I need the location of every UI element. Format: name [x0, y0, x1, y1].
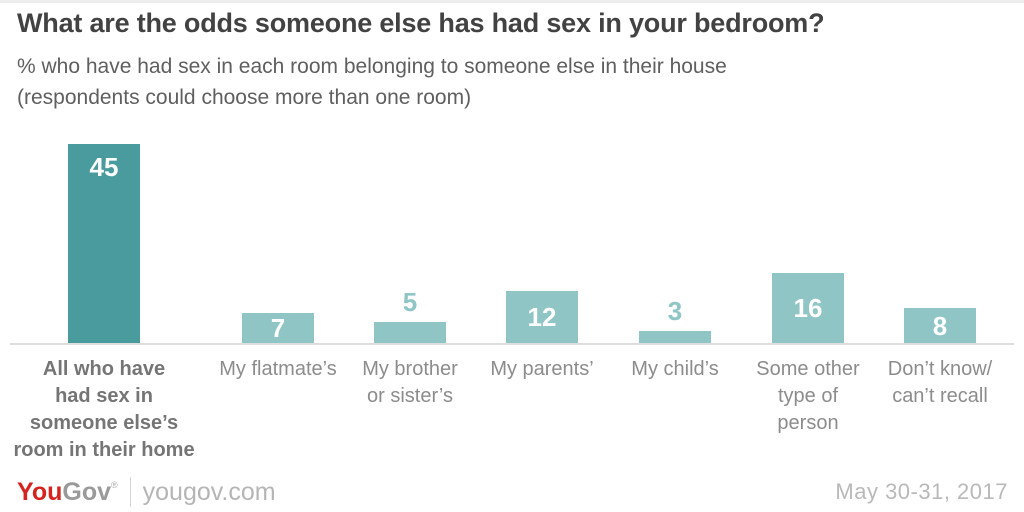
bar: [639, 331, 711, 344]
bar-value-label: 12: [527, 302, 557, 332]
bar-category-label: Don’t know/ can’t recall: [887, 358, 993, 407]
bar-value-label: 5: [402, 287, 418, 317]
x-axis-line: [10, 343, 1014, 345]
footer: You Gov ® yougov.com May 30-31, 2017: [17, 473, 1008, 511]
footer-date: May 30-31, 2017: [835, 479, 1008, 504]
logo-gov-text: Gov: [62, 477, 111, 506]
bar: [904, 308, 976, 344]
chart-subtitle: % who have had sex in each room belongin…: [17, 55, 727, 109]
bar: [242, 313, 314, 344]
registered-mark-icon: ®: [111, 479, 118, 490]
bar-category-label: All who have had sex in someone else’s r…: [13, 358, 195, 461]
bar-category-label: My brother or sister’s: [362, 358, 458, 407]
yougov-logo: You Gov ®: [17, 478, 118, 507]
bar-value-label: 8: [932, 310, 948, 341]
bar: [772, 273, 844, 344]
bar-category-label: My parents’: [490, 358, 594, 380]
bar-value-label: 45: [89, 152, 119, 182]
bar-category-label: Some other type of person: [756, 358, 860, 434]
logo-you-text: You: [17, 477, 63, 506]
bar-value-label: 3: [667, 296, 683, 326]
bar-category-label: My flatmate’s: [219, 358, 337, 380]
bar-value-label: 16: [793, 293, 823, 323]
bar: [506, 291, 578, 344]
footer-site-url: yougov.com: [142, 477, 276, 506]
bar: [374, 322, 446, 344]
bar-category-label: My child’s: [631, 358, 719, 380]
bar-value-label: 7: [270, 313, 286, 343]
bar: [68, 144, 140, 344]
footer-divider: [129, 477, 131, 507]
chart-title: What are the odds someone else has had s…: [17, 8, 825, 38]
